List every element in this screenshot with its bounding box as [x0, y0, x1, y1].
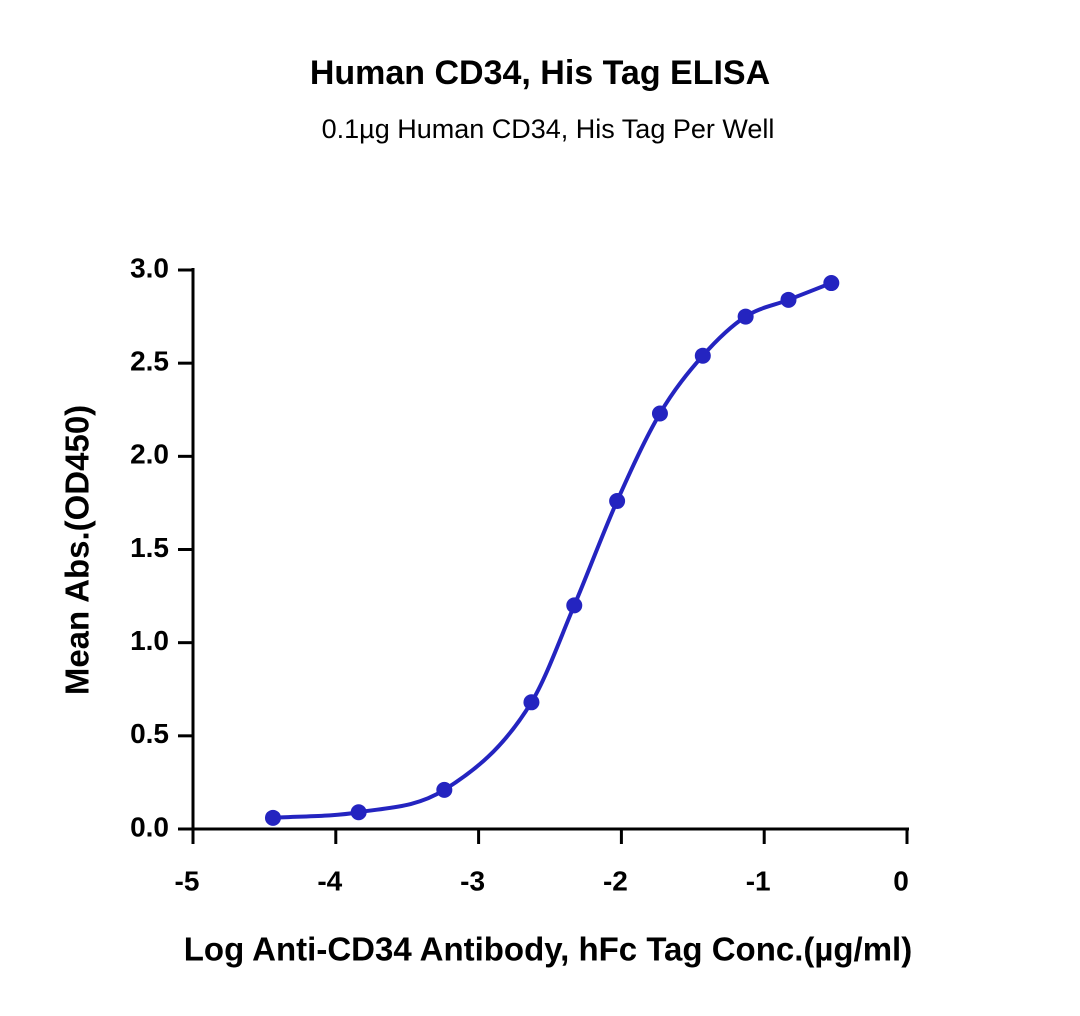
x-tick-label: 0 — [893, 865, 909, 896]
y-tick-label: 2.5 — [130, 346, 169, 377]
data-point — [737, 308, 754, 325]
y-tick-label: 2.0 — [130, 439, 169, 470]
data-point — [264, 809, 281, 826]
data-point — [651, 405, 668, 422]
x-tick-label: -2 — [603, 865, 628, 896]
y-axis-label: Mean Abs.(OD450) — [59, 405, 96, 695]
y-tick-label: 1.0 — [130, 625, 169, 656]
x-axis-label: Log Anti-CD34 Antibody, hFc Tag Conc.(µg… — [184, 931, 912, 968]
x-tick-label: -5 — [175, 865, 200, 896]
data-point — [609, 493, 626, 510]
data-point — [823, 275, 840, 292]
chart-subtitle: 0.1µg Human CD34, His Tag Per Well — [322, 114, 775, 144]
data-point — [436, 781, 453, 798]
data-point — [694, 347, 711, 364]
x-tick-label: -3 — [460, 865, 485, 896]
data-point — [523, 694, 540, 711]
y-tick-label: 0.5 — [130, 718, 169, 749]
data-point — [780, 291, 797, 308]
chart-title: Human CD34, His Tag ELISA — [310, 54, 770, 92]
y-tick-label: 1.5 — [130, 532, 169, 563]
data-point — [566, 597, 583, 614]
y-tick-label: 0.0 — [130, 811, 169, 842]
x-tick-label: -1 — [746, 865, 771, 896]
y-tick-label: 3.0 — [130, 252, 169, 283]
x-tick-label: -4 — [317, 865, 342, 896]
fit-curve — [272, 281, 833, 820]
data-point — [350, 804, 367, 821]
